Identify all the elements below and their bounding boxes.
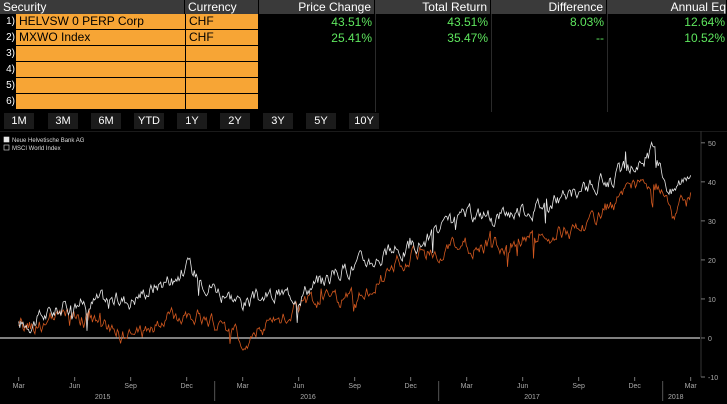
row-number: 5) — [6, 80, 15, 91]
price-change-value — [259, 46, 375, 62]
range-button-2y[interactable]: 2Y — [220, 113, 250, 129]
security-cell[interactable]: HELVSW 0 PERP Corp — [16, 14, 186, 30]
x-tick-label: Sep — [572, 383, 585, 390]
y-tick-label: 30 — [708, 219, 716, 226]
table-row[interactable]: 1) HELVSW 0 PERP Corp CHF 43.51% 43.51% 8.03%… — [0, 14, 727, 30]
table-row[interactable]: 3) — [0, 46, 727, 62]
x-tick-label: Dec — [180, 383, 193, 390]
y-tick-label: 10 — [708, 297, 716, 304]
x-tick-label: Mar — [685, 383, 698, 390]
price-change-value: 25.41% — [331, 31, 372, 45]
row-number: 4) — [6, 64, 15, 75]
range-button-10y[interactable]: 10Y — [349, 113, 379, 129]
total-return-value: 43.51% — [447, 15, 488, 29]
x-tick-label: Jun — [69, 383, 80, 390]
legend-label: MSCI World Index — [12, 146, 61, 152]
year-label: 2016 — [300, 394, 316, 401]
currency-cell[interactable] — [186, 78, 259, 94]
currency-cell[interactable] — [186, 94, 259, 110]
header-difference[interactable]: Difference — [491, 0, 607, 14]
price-change-value — [259, 62, 375, 78]
column-divider — [491, 14, 492, 112]
column-divider — [375, 14, 376, 112]
security-cell[interactable] — [16, 94, 186, 110]
row-number: 2) — [6, 32, 15, 43]
total-return-value — [375, 46, 491, 62]
legend-label: Neue Helvetische Bank AG — [12, 138, 85, 144]
security-cell[interactable]: MXWO Index — [16, 30, 186, 46]
x-tick-label: Sep — [348, 383, 361, 390]
range-bar: 1M 3M 6M YTD 1Y 2Y 3Y 5Y 10Y — [0, 113, 727, 129]
price-change-value — [259, 78, 375, 94]
year-label: 2017 — [524, 394, 540, 401]
difference-value — [491, 46, 607, 62]
series-line-helvetische — [18, 141, 692, 334]
security-cell[interactable] — [16, 78, 186, 94]
difference-value — [491, 78, 607, 94]
currency-cell[interactable] — [186, 46, 259, 62]
x-tick-label: Dec — [628, 383, 641, 390]
header-currency[interactable]: Currency — [185, 0, 259, 14]
difference-value: 8.03% — [569, 15, 604, 29]
security-cell[interactable] — [16, 62, 186, 78]
legend-swatch — [3, 144, 10, 151]
row-number: 3) — [6, 48, 15, 59]
x-tick-label: Mar — [461, 383, 474, 390]
difference-value — [491, 94, 607, 110]
currency-cell[interactable] — [186, 62, 259, 78]
y-tick-label: 40 — [708, 180, 716, 187]
annual-eq-value: 10.52% — [684, 31, 725, 45]
y-tick-label: -10 — [708, 375, 718, 382]
x-tick-label: Jun — [293, 383, 304, 390]
y-tick-label: 50 — [708, 141, 716, 148]
header-price-change[interactable]: Price Change — [259, 0, 375, 14]
price-change-value — [259, 94, 375, 110]
table-row[interactable]: 2) MXWO Index CHF 25.41% 35.47% -- 10.52% — [0, 30, 727, 46]
range-button-1y[interactable]: 1Y — [177, 113, 207, 129]
table-row[interactable]: 5) — [0, 78, 727, 94]
header-total-return[interactable]: Total Return — [375, 0, 491, 14]
total-return-value: 35.47% — [447, 31, 488, 45]
total-return-value — [375, 62, 491, 78]
security-cell[interactable] — [16, 46, 186, 62]
x-tick-label: Jun — [517, 383, 528, 390]
range-button-ytd[interactable]: YTD — [134, 113, 164, 129]
year-label: 2018 — [668, 394, 684, 401]
annual-eq-value — [607, 46, 727, 62]
row-number: 1) — [6, 16, 15, 27]
range-button-3m[interactable]: 3M — [48, 113, 78, 129]
year-label: 2015 — [95, 394, 111, 401]
series-line-msci — [18, 178, 692, 351]
range-button-5y[interactable]: 5Y — [306, 113, 336, 129]
x-tick-label: Dec — [404, 383, 417, 390]
table-header: Security Currency Price Change Total Ret… — [0, 0, 727, 14]
legend-swatch — [3, 136, 10, 143]
y-tick-label: 20 — [708, 258, 716, 265]
annual-eq-value: 12.64% — [684, 15, 725, 29]
performance-chart[interactable]: -10 0 10 20 30 40 50 Mar Jun Sep Dec Mar Jun Sep Dec Ma… — [0, 131, 727, 404]
header-annual-eq[interactable]: Annual Eq — [607, 0, 727, 14]
table-row[interactable]: 6) — [0, 94, 727, 110]
currency-cell[interactable]: CHF — [186, 30, 259, 46]
header-security[interactable]: Security — [0, 0, 185, 14]
column-divider — [607, 14, 608, 112]
x-tick-label: Mar — [237, 383, 250, 390]
currency-cell[interactable]: CHF — [186, 14, 259, 30]
x-tick-label: Sep — [124, 383, 137, 390]
x-tick-label: Mar — [13, 383, 26, 390]
range-button-6m[interactable]: 6M — [91, 113, 121, 129]
total-return-value — [375, 94, 491, 110]
difference-value: -- — [596, 31, 604, 45]
annual-eq-value — [607, 94, 727, 110]
range-button-1m[interactable]: 1M — [4, 113, 34, 129]
table-row[interactable]: 4) — [0, 62, 727, 78]
annual-eq-value — [607, 78, 727, 94]
range-button-3y[interactable]: 3Y — [263, 113, 293, 129]
price-change-value: 43.51% — [331, 15, 372, 29]
total-return-value — [375, 78, 491, 94]
annual-eq-value — [607, 62, 727, 78]
y-tick-label: 0 — [708, 336, 712, 343]
row-number: 6) — [6, 96, 15, 107]
difference-value — [491, 62, 607, 78]
